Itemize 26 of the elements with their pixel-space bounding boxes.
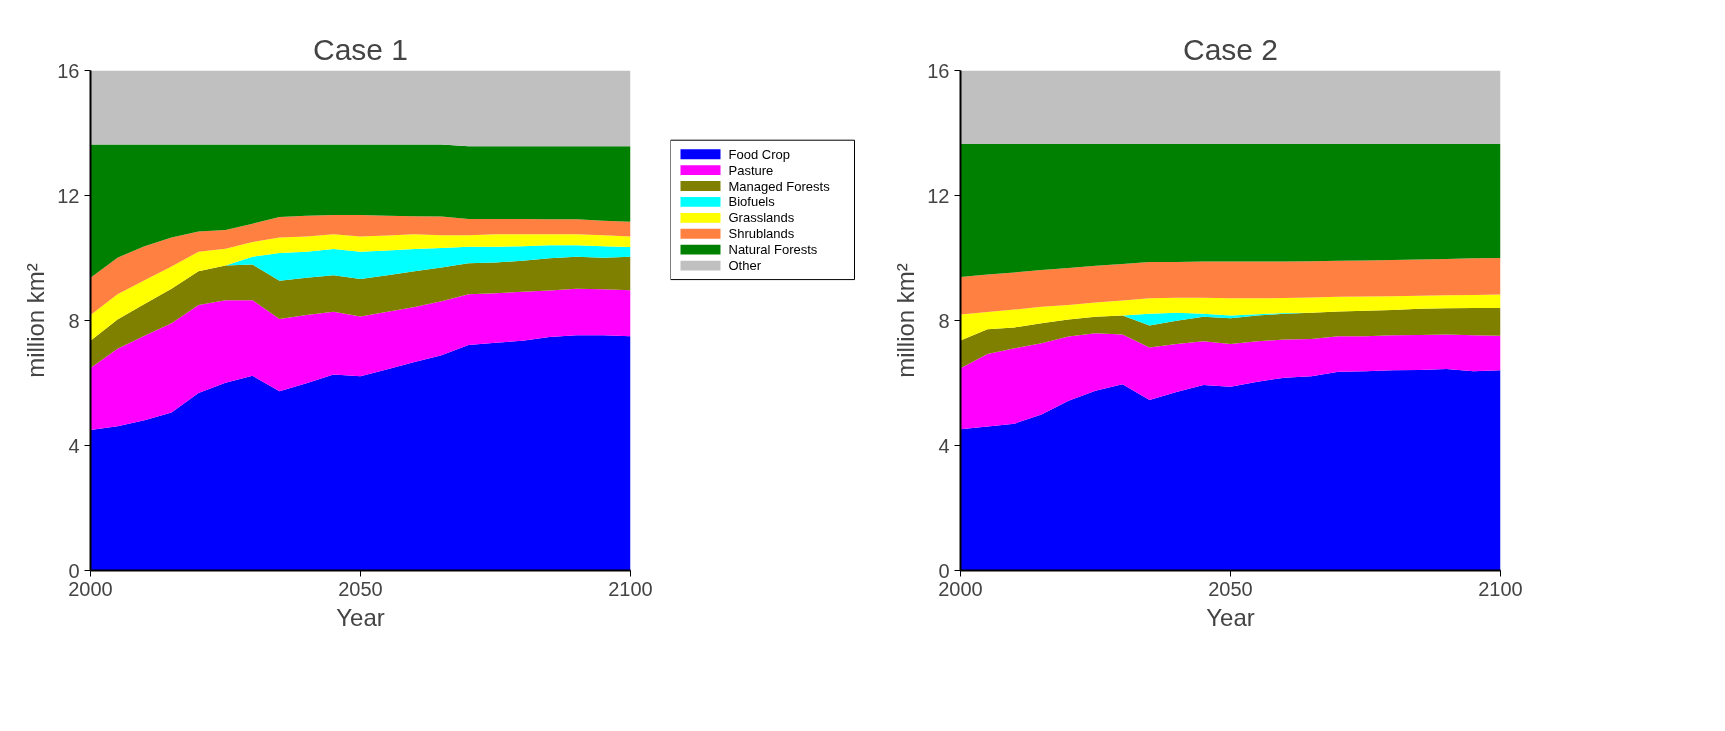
legend-label: Managed Forests bbox=[728, 178, 831, 194]
x-axis-title: Year bbox=[336, 603, 385, 631]
x-tick-label: 2050 bbox=[1208, 577, 1253, 600]
y-tick-label: 12 bbox=[927, 184, 950, 207]
y-tick-label: 4 bbox=[68, 434, 80, 457]
legend-label: Other bbox=[728, 258, 762, 274]
x-tick-label: 2100 bbox=[608, 577, 653, 600]
legend-label: Biofuels bbox=[728, 194, 776, 210]
y-tick-label: 12 bbox=[57, 184, 80, 207]
y-tick-label: 4 bbox=[938, 434, 950, 457]
x-tick-label: 2100 bbox=[1478, 577, 1523, 600]
legend-label: Natural Forests bbox=[728, 242, 818, 258]
legend-label: Grasslands bbox=[728, 210, 795, 226]
legend-label: Food Crop bbox=[728, 146, 790, 162]
y-tick-label: 8 bbox=[938, 309, 950, 332]
y-axis-title: million km² bbox=[892, 263, 920, 378]
chart-title: Case 1 bbox=[312, 32, 409, 66]
y-tick-label: 8 bbox=[68, 309, 80, 332]
legend-label: Pasture bbox=[728, 162, 774, 178]
chart-title: Case 2 bbox=[1182, 32, 1279, 66]
legend-label: Shrublands bbox=[728, 226, 795, 242]
y-axis-title: million km² bbox=[22, 263, 50, 378]
x-tick-label: 2050 bbox=[338, 577, 383, 600]
x-axis-title: Year bbox=[1206, 603, 1255, 631]
y-tick-label: 16 bbox=[57, 59, 80, 82]
y-tick-label: 16 bbox=[927, 59, 950, 82]
